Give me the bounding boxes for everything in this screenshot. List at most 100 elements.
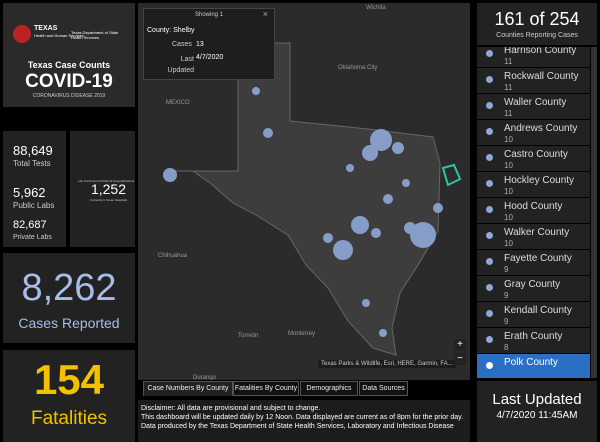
county-name: Erath County (504, 331, 563, 342)
department: Texas Department of State Health Service… (71, 30, 119, 40)
county-name: Andrews County (504, 123, 578, 134)
county-dot (486, 362, 493, 369)
disclaimer-line: Data produced by the Texas Department of… (141, 423, 454, 430)
map-canvas (163, 42, 462, 356)
county-cases: 11 (504, 109, 513, 118)
county-name: Kendall County (504, 305, 572, 316)
county-dot (486, 258, 493, 265)
county-cases: 10 (504, 187, 513, 196)
popup-showing: Showing 1 (194, 12, 224, 18)
county-row[interactable]: Walker County 10 (477, 224, 590, 250)
county-dot (486, 128, 493, 135)
place-label: Durango (193, 375, 217, 380)
place-label: Chihuahua (158, 253, 188, 259)
county-row[interactable]: Andrews County 10 (477, 120, 590, 146)
place-label: MEXICO (166, 100, 190, 106)
popup: Showing 1 × County: Shelby Cases 13 Last… (143, 8, 275, 80)
popup-county: County: Shelby (147, 27, 195, 34)
public-label: Public Labs (13, 201, 55, 210)
county-row[interactable]: Fayette County 9 (477, 250, 590, 276)
counties-panel: 161 of 254 Counties Reporting Cases (477, 3, 597, 45)
county-dot (486, 310, 493, 317)
scrollbar[interactable] (591, 47, 597, 378)
hospital-value: 1,252 (90, 181, 127, 197)
title: Texas Case Counts (27, 60, 111, 70)
popup-updated-label: Last Updated (167, 56, 194, 74)
fatalities-value: 154 (33, 356, 105, 403)
county-name: Harrison County (504, 47, 577, 56)
tab[interactable]: Case Numbers By County (143, 381, 233, 396)
county-row[interactable]: Castro County 10 (477, 146, 590, 172)
county-name: Fayette County (504, 253, 572, 264)
county-name: Walker County (504, 227, 570, 238)
updated-label: Last Updated (492, 391, 582, 408)
county-cases: 10 (504, 213, 513, 222)
tab[interactable]: Fatalities By County (233, 381, 299, 396)
county-cases: 8 (504, 343, 509, 352)
logo (13, 25, 31, 43)
county-dot (486, 206, 493, 213)
popup-close[interactable]: × (262, 9, 268, 19)
county-cases: 9 (504, 291, 509, 300)
popup-updated: 4/7/2020 (196, 54, 224, 61)
county-dot (486, 50, 493, 57)
county-row[interactable]: Hood County 10 (477, 198, 590, 224)
attribution: Texas Parks & Wildlife, Esri, HERE, Garm… (318, 360, 456, 368)
place-label: Monterrey (288, 331, 316, 337)
texas-shape (166, 42, 441, 356)
popup-cases-label: Cases (172, 41, 192, 48)
tab[interactable]: Data Sources (359, 381, 408, 396)
zoom-out[interactable]: − (454, 353, 466, 365)
zoom-in[interactable]: + (454, 339, 466, 351)
county-dot (486, 154, 493, 161)
case-circles (163, 87, 443, 337)
county-dot (486, 284, 493, 291)
county-dot (486, 76, 493, 83)
hospital-label: Currently in Texas Hospitals (89, 198, 128, 202)
county-list: Harrison County 11 Rockwall County 11 Waller… (477, 47, 597, 378)
cases-label: Cases Reported (18, 315, 120, 331)
fatalities-panel: 154 Fatalities (3, 350, 135, 442)
county-cases: 10 (504, 135, 513, 144)
county-dot (486, 180, 493, 187)
county-dot (486, 102, 493, 109)
county-name: Waller County (504, 97, 567, 108)
total-tests: 88,649 (13, 143, 53, 158)
county-dot (486, 336, 493, 343)
county-row[interactable]: Harrison County 11 (477, 47, 590, 68)
subtitle: CORONAVIRUS DISEASE 2019 (32, 93, 106, 99)
county-row[interactable]: Polk County (477, 354, 590, 378)
disclaimer: Disclaimer: All data are provisional and… (138, 400, 470, 442)
county-row[interactable]: Gray County 9 (477, 276, 590, 302)
county-row[interactable]: Erath County 8 (477, 328, 590, 354)
county-row[interactable]: Rockwall County 11 (477, 68, 590, 94)
county-cases: 11 (504, 83, 513, 92)
disclaimer-line: This dashboard will be updated daily by … (141, 414, 464, 421)
county-dot (486, 232, 493, 239)
tab[interactable]: Demographics (300, 381, 358, 396)
place-label: Oklahoma City (338, 65, 378, 71)
private-label: Private Labs (13, 234, 52, 241)
covid: COVID-19 (25, 71, 113, 92)
header-panel: TEXAS Health and Human Services Texas De… (3, 3, 135, 107)
county-cases: 9 (504, 265, 509, 274)
updated-value: 4/7/2020 11:45AM (496, 410, 578, 421)
county-row[interactable]: Hockley County 10 (477, 172, 590, 198)
county-row[interactable]: Waller County 11 (477, 94, 590, 120)
agency: TEXAS (34, 25, 58, 32)
county-name: Rockwall County (504, 71, 579, 82)
county-row[interactable]: Kendall County 9 (477, 302, 590, 328)
county-name: Hood County (504, 201, 563, 212)
hospital-panel: Lab Confirmed COVID-19 Hospitalizations … (70, 131, 135, 247)
private-labs: 82,687 (13, 219, 47, 231)
agency-sub: Health and Human Services (34, 33, 84, 38)
map[interactable]: Showing 1 × County: Shelby Cases 13 Last… (138, 3, 470, 380)
selected-county (441, 163, 462, 187)
fatalities-label: Fatalities (30, 408, 108, 429)
county-name: Hockley County (504, 175, 575, 186)
counties-count: 161 of 254 (494, 9, 580, 29)
total-label: Total Tests (13, 159, 51, 168)
public-labs: 5,962 (13, 185, 46, 200)
county-cases: 11 (504, 57, 513, 66)
